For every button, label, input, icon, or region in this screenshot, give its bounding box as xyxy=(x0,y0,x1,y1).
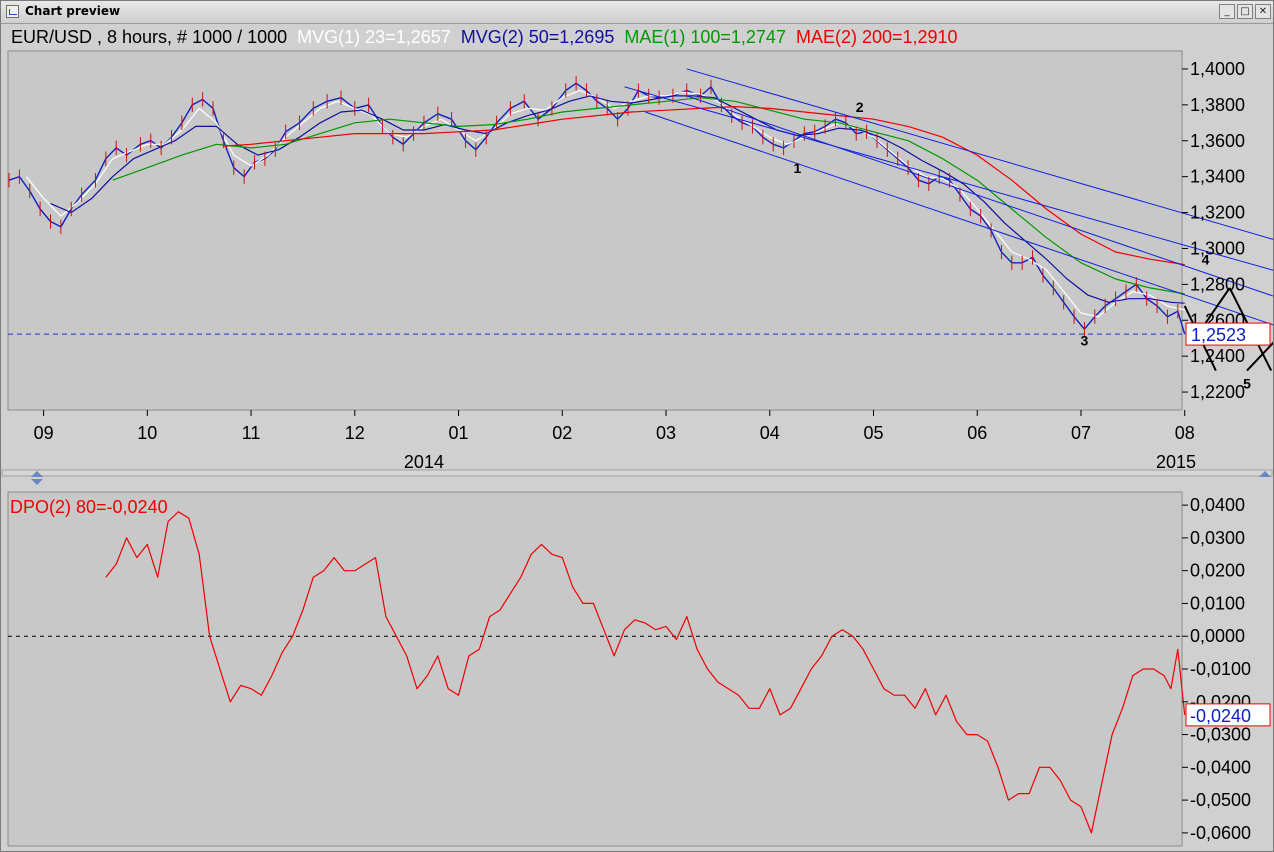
divider-collapse-icon[interactable] xyxy=(31,471,43,485)
x-tick-label: 08 xyxy=(1175,423,1195,443)
price-plot-area[interactable] xyxy=(7,50,1183,411)
year-label: 2014 xyxy=(404,452,444,472)
current-dpo-label: -0,0240 xyxy=(1190,706,1251,726)
window-title: Chart preview xyxy=(25,4,121,18)
x-tick-label: 12 xyxy=(345,423,365,443)
x-tick-label: 07 xyxy=(1071,423,1091,443)
x-tick-label: 05 xyxy=(863,423,883,443)
price-y-tick-label: 1,2200 xyxy=(1190,382,1245,402)
x-tick-label: 03 xyxy=(656,423,676,443)
indicator-y-tick-label: -0,0400 xyxy=(1190,757,1251,777)
x-tick-label: 10 xyxy=(137,423,157,443)
channel-line xyxy=(645,111,1273,326)
x-tick-label: 01 xyxy=(449,423,469,443)
x-tick-label: 04 xyxy=(760,423,780,443)
x-tick-label: 09 xyxy=(34,423,54,443)
channel-line xyxy=(624,86,1273,271)
price-y-tick-label: 1,2800 xyxy=(1190,274,1245,294)
legend-item: MAE(2) 200=1,2910 xyxy=(796,27,958,47)
current-price-label: 1,2523 xyxy=(1191,325,1246,345)
price-y-tick-label: 1,3000 xyxy=(1190,238,1245,258)
x-tick-label: 06 xyxy=(967,423,987,443)
indicator-y-tick-label: 0,0100 xyxy=(1190,593,1245,613)
series-line-0 xyxy=(8,82,1186,335)
indicator-title: DPO(2) 80=-0,0240 xyxy=(10,497,168,517)
legend-item: MAE(1) 100=1,2747 xyxy=(624,27,786,47)
x-tick-label: 11 xyxy=(242,423,261,443)
projection-line xyxy=(1246,341,1273,372)
legend-item: MVG(2) 50=1,2695 xyxy=(461,27,615,47)
price-y-tick-label: 1,3800 xyxy=(1190,95,1245,115)
title-bar[interactable]: Chart preview _ □ ✕ xyxy=(1,1,1273,24)
panel-divider[interactable] xyxy=(1,469,1273,477)
minimize-button[interactable]: _ xyxy=(1219,4,1235,19)
wave-label: 2 xyxy=(856,99,864,115)
wave-label: 1 xyxy=(794,160,802,176)
x-tick-label: 02 xyxy=(552,423,572,443)
price-y-tick-label: 1,2400 xyxy=(1190,346,1245,366)
wave-label: 5 xyxy=(1243,375,1251,391)
series-line-3 xyxy=(112,97,1185,295)
series-line-2 xyxy=(50,95,1185,304)
indicator-plot-area[interactable] xyxy=(7,491,1183,847)
indicator-y-tick-label: -0,0300 xyxy=(1190,725,1251,745)
current-price-box xyxy=(1185,322,1271,346)
indicator-y-tick-label: 0,0300 xyxy=(1190,528,1245,548)
close-button[interactable]: ✕ xyxy=(1255,4,1271,19)
price-y-tick-label: 1,4000 xyxy=(1190,59,1245,79)
legend-item: MVG(1) 23=1,2657 xyxy=(297,27,451,47)
indicator-y-tick-label: 0,0400 xyxy=(1190,495,1245,515)
price-y-tick-label: 1,3200 xyxy=(1190,203,1245,223)
year-label: 2015 xyxy=(1156,452,1196,472)
wave-label: 3 xyxy=(1081,332,1089,348)
price-y-tick-label: 1,3400 xyxy=(1190,167,1245,187)
divider-expand-icon[interactable] xyxy=(1259,471,1271,477)
indicator-y-tick-label: -0,0100 xyxy=(1190,659,1251,679)
legend-item: EUR/USD , 8 hours, # 1000 / 1000 xyxy=(11,27,287,47)
indicator-y-tick-label: 0,0200 xyxy=(1190,561,1245,581)
indicator-y-tick-label: -0,0500 xyxy=(1190,790,1251,810)
wave-label: 4 xyxy=(1202,252,1210,268)
indicator-y-tick-label: -0,0600 xyxy=(1190,823,1251,843)
channel-line xyxy=(686,68,1273,240)
current-dpo-box xyxy=(1185,703,1271,727)
indicator-y-tick-label: 0,0000 xyxy=(1190,626,1245,646)
dpo-line xyxy=(105,511,1186,834)
channel-line xyxy=(686,95,1273,297)
chart-app-icon xyxy=(6,5,19,18)
price-y-tick-label: 1,3600 xyxy=(1190,131,1245,151)
maximize-button[interactable]: □ xyxy=(1237,4,1253,19)
